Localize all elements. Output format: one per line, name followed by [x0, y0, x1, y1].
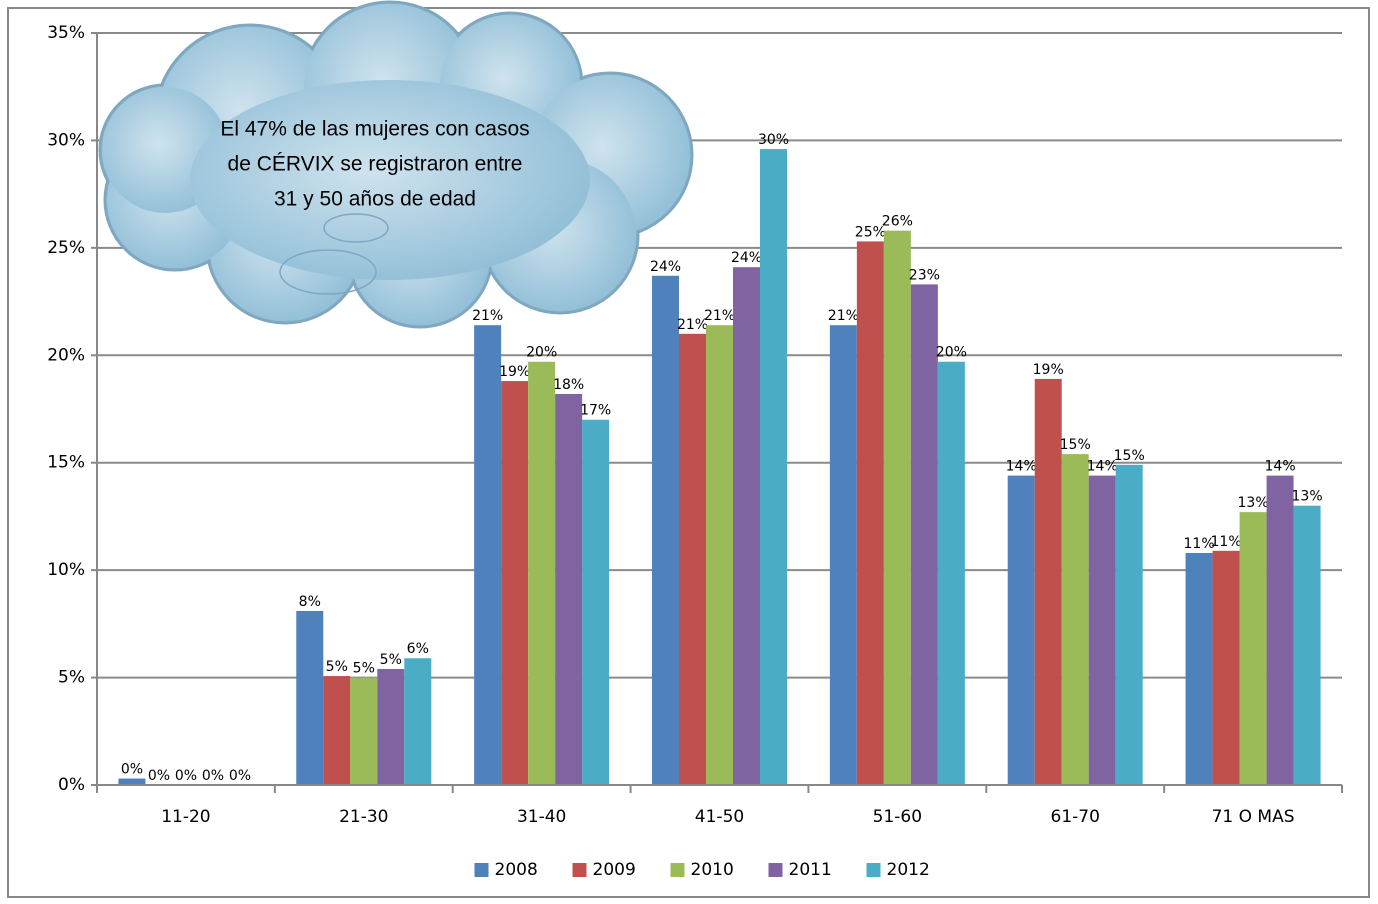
bar	[1088, 475, 1116, 785]
bar	[883, 230, 911, 785]
legend-label: 2008	[495, 860, 538, 880]
data-label: 21%	[472, 308, 503, 324]
legend: 2008 2009 2010 2011 2012	[474, 860, 930, 880]
y-tick-label: 25%	[47, 238, 85, 258]
bar	[582, 419, 610, 785]
x-tick-label: 71 O MAS	[1212, 807, 1295, 827]
x-tick-label: 11-20	[161, 807, 210, 827]
data-label: 26%	[882, 214, 913, 230]
bar	[937, 361, 965, 785]
data-label: 11%	[1211, 534, 1242, 550]
data-label: 0%	[202, 768, 224, 784]
data-label: 13%	[1292, 489, 1323, 505]
x-tick-label: 21-30	[339, 807, 388, 827]
data-label: 19%	[499, 364, 530, 380]
data-label: 5%	[326, 659, 348, 675]
data-label: 30%	[758, 132, 789, 148]
y-tick-label: 15%	[47, 453, 85, 473]
bar	[706, 325, 733, 785]
annotation-line: El 47% de las mujeres con casos	[220, 118, 529, 141]
bar	[1293, 505, 1321, 785]
bar	[1212, 550, 1240, 785]
y-tick-label: 35%	[47, 23, 85, 43]
data-label: 17%	[580, 403, 611, 419]
x-tick-label: 31-40	[517, 807, 566, 827]
data-label: 20%	[526, 345, 557, 361]
data-label: 0%	[148, 768, 170, 784]
bar	[829, 325, 857, 785]
bar	[296, 610, 324, 785]
bar	[1266, 475, 1294, 785]
annotation-line: de CÉRVIX se registraron entre	[228, 153, 523, 176]
bar	[1239, 512, 1267, 785]
legend-swatch	[670, 863, 685, 877]
data-label: 23%	[909, 267, 940, 283]
data-label: 18%	[553, 377, 584, 393]
bar	[760, 149, 787, 786]
data-label: 21%	[677, 317, 708, 333]
bar	[1007, 475, 1035, 785]
y-tick-label: 0%	[58, 775, 85, 795]
bar	[1185, 552, 1213, 785]
bar	[377, 668, 405, 785]
bar	[1061, 454, 1089, 785]
legend-label: 2010	[691, 860, 734, 880]
data-label: 15%	[1060, 437, 1091, 453]
bar	[323, 676, 351, 785]
legend-label: 2009	[593, 860, 636, 880]
data-label: 14%	[1087, 459, 1118, 475]
data-label: 5%	[380, 652, 402, 668]
data-label: 14%	[1006, 459, 1037, 475]
y-tick-label: 30%	[47, 130, 85, 150]
bar	[652, 275, 679, 785]
bar	[910, 284, 938, 785]
y-tick-label: 20%	[47, 345, 85, 365]
y-tick-label: 10%	[47, 560, 85, 580]
bar	[474, 325, 502, 785]
y-tick-label: 5%	[58, 668, 85, 688]
data-label: 13%	[1238, 495, 1269, 511]
bar	[528, 361, 556, 785]
bar	[555, 393, 583, 785]
axes: 0% 5% 10% 15% 20% 25% 30% 35% 11-20 21-30 31-40 41-…	[47, 23, 1343, 827]
data-label: 15%	[1114, 448, 1145, 464]
legend-label: 2012	[887, 860, 930, 880]
legend-label: 2011	[789, 860, 832, 880]
bar	[1115, 464, 1143, 785]
data-label: 19%	[1033, 362, 1064, 378]
bar	[679, 333, 706, 785]
data-label: 11%	[1184, 536, 1215, 552]
legend-swatch	[474, 863, 489, 877]
bar	[733, 267, 760, 785]
data-label: 14%	[1265, 459, 1296, 475]
x-tick-label: 41-50	[695, 807, 744, 827]
annotation-cloud: El 47% de las mujeres con casos de CÉRVI…	[98, 0, 694, 329]
data-label: 5%	[353, 661, 375, 677]
data-label: 0%	[229, 768, 251, 784]
data-label: 24%	[650, 259, 681, 275]
bar	[1034, 378, 1062, 785]
data-label: 25%	[855, 224, 886, 240]
legend-swatch	[572, 863, 587, 877]
bar	[501, 381, 529, 785]
bar	[856, 241, 884, 785]
x-tick-label: 61-70	[1051, 807, 1100, 827]
bar	[404, 658, 432, 785]
data-label: 0%	[121, 762, 143, 778]
annotation-line: 31 y 50 años de edad	[274, 188, 476, 211]
legend-swatch	[768, 863, 783, 877]
data-label: 21%	[704, 308, 735, 324]
data-label: 0%	[175, 768, 197, 784]
bars: 0% 0% 0% 0% 0% 8% 5% 5% 5% 6% 21% 19% 20% 18% 17% 24% 21…	[118, 132, 1323, 786]
data-label: 24%	[731, 250, 762, 266]
bar	[118, 778, 146, 785]
legend-swatch	[866, 863, 881, 877]
data-label: 8%	[299, 594, 321, 610]
data-label: 6%	[407, 641, 429, 657]
data-label: 20%	[936, 345, 967, 361]
x-tick-label: 51-60	[873, 807, 922, 827]
bar	[350, 677, 378, 785]
data-label: 21%	[828, 308, 859, 324]
